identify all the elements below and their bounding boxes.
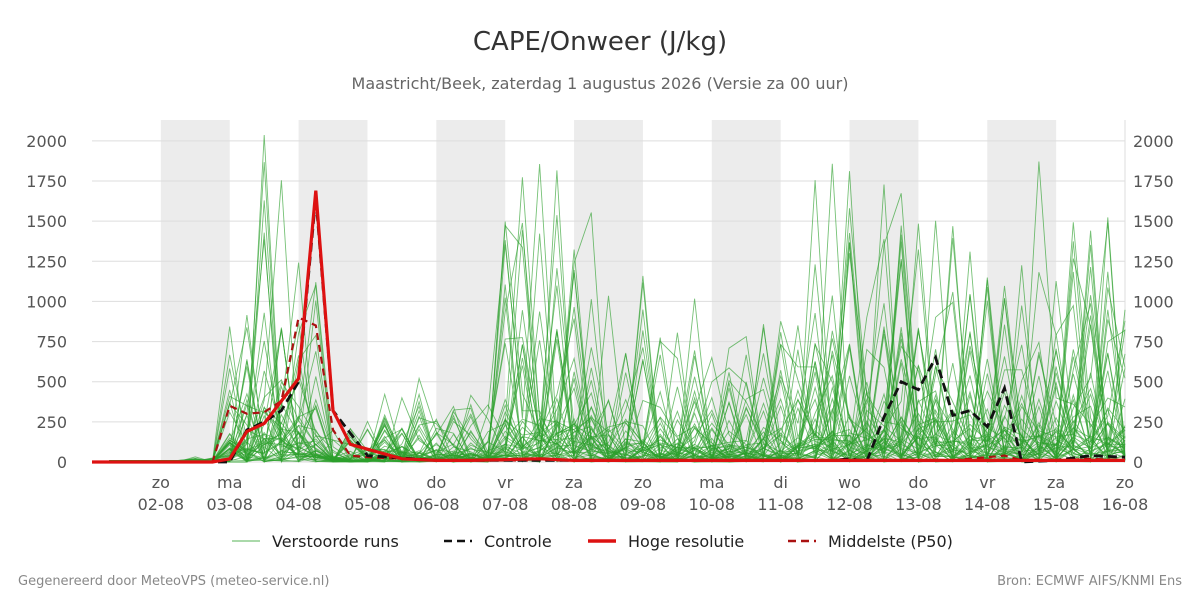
x-tick-day-0: zo [152,473,170,492]
ensemble-member-48 [109,251,1126,463]
y-tick-left-250: 250 [36,413,67,432]
x-tick-day-5: vr [497,473,513,492]
x-tick-day-4: do [426,473,446,492]
x-tick-day-1: ma [217,473,242,492]
y-tick-left-1500: 1500 [26,212,67,231]
y-tick-left-0: 0 [57,453,67,472]
y-tick-right-750: 750 [1133,333,1164,352]
x-tick-date-5: 07-08 [482,495,529,514]
y-tick-left-750: 750 [36,333,67,352]
series-hoge-resolutie [92,190,1125,464]
series-lines [92,134,1126,464]
x-tick-day-10: wo [838,473,861,492]
y-tick-right-0: 0 [1133,453,1143,472]
ensemble-member-43 [109,271,1126,463]
x-tick-day-9: di [773,473,788,492]
y-tick-left-500: 500 [36,373,67,392]
legend-label-3: Middelste (P50) [828,532,953,551]
legend-label-1: Controle [484,532,552,551]
ensemble-member-46 [109,282,1126,463]
x-tick-date-2: 04-08 [275,495,322,514]
y-tick-right-1750: 1750 [1133,172,1174,191]
x-tick-day-7: zo [634,473,652,492]
x-tick-date-0: 02-08 [138,495,185,514]
x-tick-day-8: ma [699,473,724,492]
x-tick-date-11: 13-08 [895,495,942,514]
legend: Verstoorde runs Controle Hoge resolutie Mid… [232,532,953,551]
y-tick-right-1000: 1000 [1133,292,1174,311]
x-tick-date-7: 09-08 [620,495,667,514]
y-axis-left: 0 250 500 750 1000 1250 1500 1750 2000 [26,132,67,472]
x-tick-date-12: 14-08 [964,495,1011,514]
y-tick-right-2000: 2000 [1133,132,1174,151]
x-tick-day-2: di [291,473,306,492]
x-tick-day-13: za [1047,473,1065,492]
y-tick-left-2000: 2000 [26,132,67,151]
x-tick-day-3: wo [356,473,379,492]
y-tick-right-1500: 1500 [1133,212,1174,231]
x-tick-date-6: 08-08 [551,495,598,514]
y-tick-left-1250: 1250 [26,252,67,271]
shaded-band-4 [711,120,781,462]
y-tick-right-250: 250 [1133,413,1164,432]
legend-label-2: Hoge resolutie [628,532,744,551]
shaded-band-0 [160,120,230,462]
chart-subtitle: Maastricht/Beek, zaterdag 1 augustus 202… [352,74,849,93]
y-axis-right: 0 250 500 750 1000 1250 1500 1750 2000 [1133,132,1174,472]
x-tick-day-11: do [908,473,928,492]
x-tick-date-3: 05-08 [344,495,391,514]
x-axis: zo 02-08 ma 03-08 di 04-08 wo 05-08 do 06-08 vr 07-… [138,473,1149,514]
x-tick-date-9: 11-08 [757,495,804,514]
y-tick-left-1750: 1750 [26,172,67,191]
x-tick-date-4: 06-08 [413,495,460,514]
shaded-band-2 [436,120,506,462]
x-tick-day-6: za [565,473,583,492]
footer-right: Bron: ECMWF AIFS/KNMI Ens [997,574,1182,589]
y-tick-right-500: 500 [1133,373,1164,392]
y-tick-left-1000: 1000 [26,292,67,311]
chart-title: CAPE/Onweer (J/kg) [473,27,727,57]
y-tick-right-1250: 1250 [1133,252,1174,271]
x-tick-date-13: 15-08 [1033,495,1080,514]
x-tick-date-10: 12-08 [826,495,873,514]
x-tick-date-14: 16-08 [1102,495,1149,514]
ensemble-member-44 [109,267,1126,463]
x-tick-day-14: zo [1116,473,1134,492]
footer-left: Gegenereerd door MeteoVPS (meteo-service… [18,574,329,589]
x-tick-day-12: vr [979,473,995,492]
x-tick-date-1: 03-08 [206,495,253,514]
ensemble-member-32 [109,271,1126,463]
legend-label-0: Verstoorde runs [272,532,399,551]
x-tick-date-8: 10-08 [689,495,736,514]
